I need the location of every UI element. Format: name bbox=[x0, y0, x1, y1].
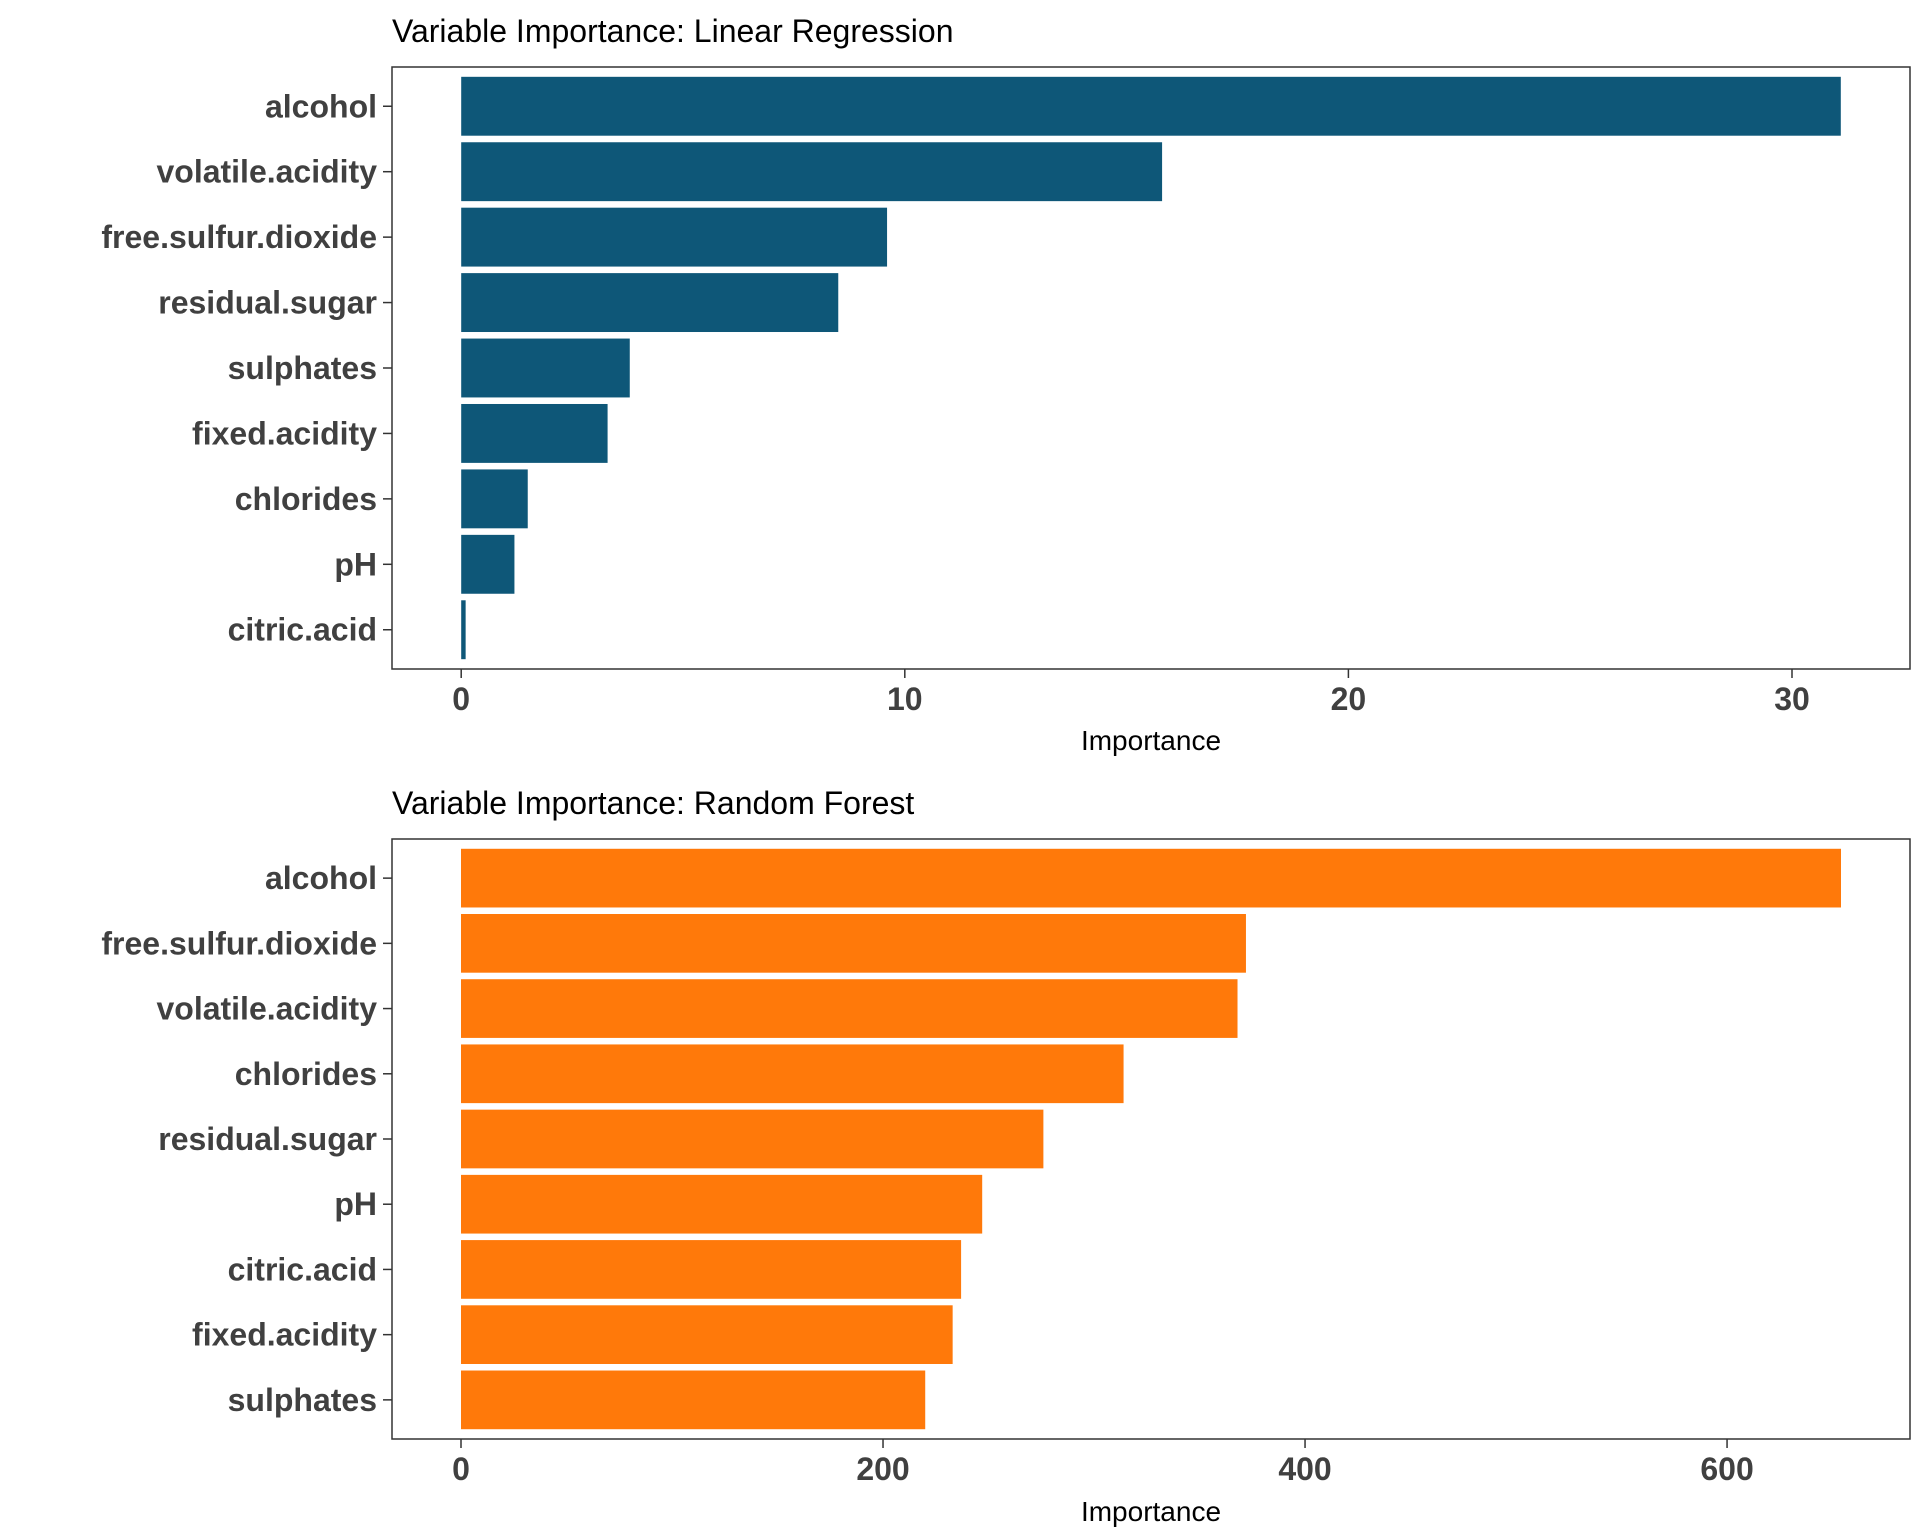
bar-chlorides bbox=[461, 469, 528, 529]
chart-title: Variable Importance: Linear Regression bbox=[392, 13, 953, 49]
x-axis-title: Importance bbox=[1081, 725, 1221, 756]
linear-regression-panel: Variable Importance: Linear Regression a… bbox=[101, 13, 1911, 756]
bar-sulphates bbox=[461, 1370, 926, 1430]
bar-citric.acid bbox=[461, 1240, 962, 1299]
bar-alcohol bbox=[461, 76, 1841, 136]
x-tick-label: 10 bbox=[887, 681, 923, 717]
x-tick-label: 0 bbox=[452, 1451, 470, 1487]
y-tick-label: citric.acid bbox=[228, 1251, 377, 1287]
bar-volatile.acidity bbox=[461, 142, 1163, 202]
bar-free.sulfur.dioxide bbox=[461, 207, 888, 267]
y-tick-label: residual.sugar bbox=[158, 1121, 377, 1157]
x-axis-ticks: 0 200 400 600 bbox=[452, 1439, 1754, 1487]
bar-pH bbox=[461, 534, 515, 594]
x-tick-label: 20 bbox=[1331, 681, 1367, 717]
random-forest-panel: Variable Importance: Random Forest alcoh… bbox=[101, 785, 1911, 1527]
bar-alcohol bbox=[461, 848, 1841, 908]
y-tick-label: sulphates bbox=[228, 1382, 377, 1418]
y-tick-label: fixed.acidity bbox=[192, 1317, 377, 1353]
y-tick-label: volatile.acidity bbox=[156, 991, 377, 1027]
y-tick-label: pH bbox=[334, 546, 377, 582]
x-tick-label: 200 bbox=[856, 1451, 909, 1487]
y-axis-labels: alcohol volatile.acidity free.sulfur.dioxi… bbox=[101, 88, 392, 648]
bar-chlorides bbox=[461, 1044, 1124, 1104]
bar-sulphates bbox=[461, 338, 630, 398]
bar-residual.sugar bbox=[461, 1109, 1044, 1169]
bar-volatile.acidity bbox=[461, 979, 1238, 1038]
y-tick-label: pH bbox=[334, 1186, 377, 1222]
x-tick-label: 0 bbox=[452, 681, 470, 717]
y-tick-label: free.sulfur.dioxide bbox=[101, 925, 377, 961]
x-axis-ticks: 0 10 20 30 bbox=[452, 669, 1810, 717]
x-tick-label: 30 bbox=[1774, 681, 1810, 717]
y-tick-label: citric.acid bbox=[228, 612, 377, 648]
bar-fixed.acidity bbox=[461, 403, 608, 463]
bar-fixed.acidity bbox=[461, 1305, 953, 1364]
y-tick-label: sulphates bbox=[228, 350, 377, 386]
y-tick-label: chlorides bbox=[235, 1056, 377, 1092]
y-tick-label: alcohol bbox=[265, 860, 377, 896]
y-tick-label: free.sulfur.dioxide bbox=[101, 219, 377, 255]
bar-pH bbox=[461, 1174, 983, 1234]
y-axis-labels: alcohol free.sulfur.dioxide volatile.acidi… bbox=[101, 860, 392, 1418]
bar-free.sulfur.dioxide bbox=[461, 914, 1246, 973]
y-tick-label: chlorides bbox=[235, 481, 377, 517]
bar-citric.acid bbox=[461, 600, 466, 660]
y-tick-label: fixed.acidity bbox=[192, 415, 377, 451]
x-axis-title: Importance bbox=[1081, 1496, 1221, 1527]
chart-title: Variable Importance: Random Forest bbox=[392, 785, 914, 821]
y-tick-label: residual.sugar bbox=[158, 285, 377, 321]
bar-residual.sugar bbox=[461, 273, 839, 333]
x-tick-label: 600 bbox=[1700, 1451, 1753, 1487]
bar-group bbox=[461, 848, 1841, 1430]
y-tick-label: alcohol bbox=[265, 88, 377, 124]
bar-group bbox=[461, 76, 1841, 660]
y-tick-label: volatile.acidity bbox=[156, 154, 377, 190]
x-tick-label: 400 bbox=[1278, 1451, 1331, 1487]
